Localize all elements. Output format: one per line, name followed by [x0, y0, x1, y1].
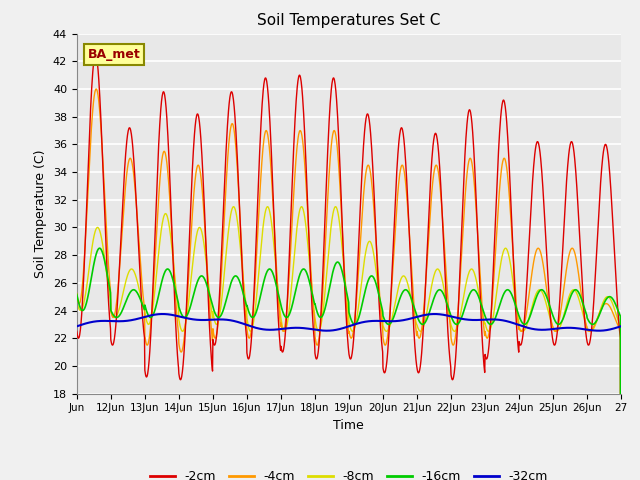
Legend: -2cm, -4cm, -8cm, -16cm, -32cm: -2cm, -4cm, -8cm, -16cm, -32cm [145, 465, 553, 480]
X-axis label: Time: Time [333, 419, 364, 432]
Title: Soil Temperatures Set C: Soil Temperatures Set C [257, 13, 440, 28]
Text: BA_met: BA_met [88, 48, 140, 61]
Y-axis label: Soil Temperature (C): Soil Temperature (C) [35, 149, 47, 278]
